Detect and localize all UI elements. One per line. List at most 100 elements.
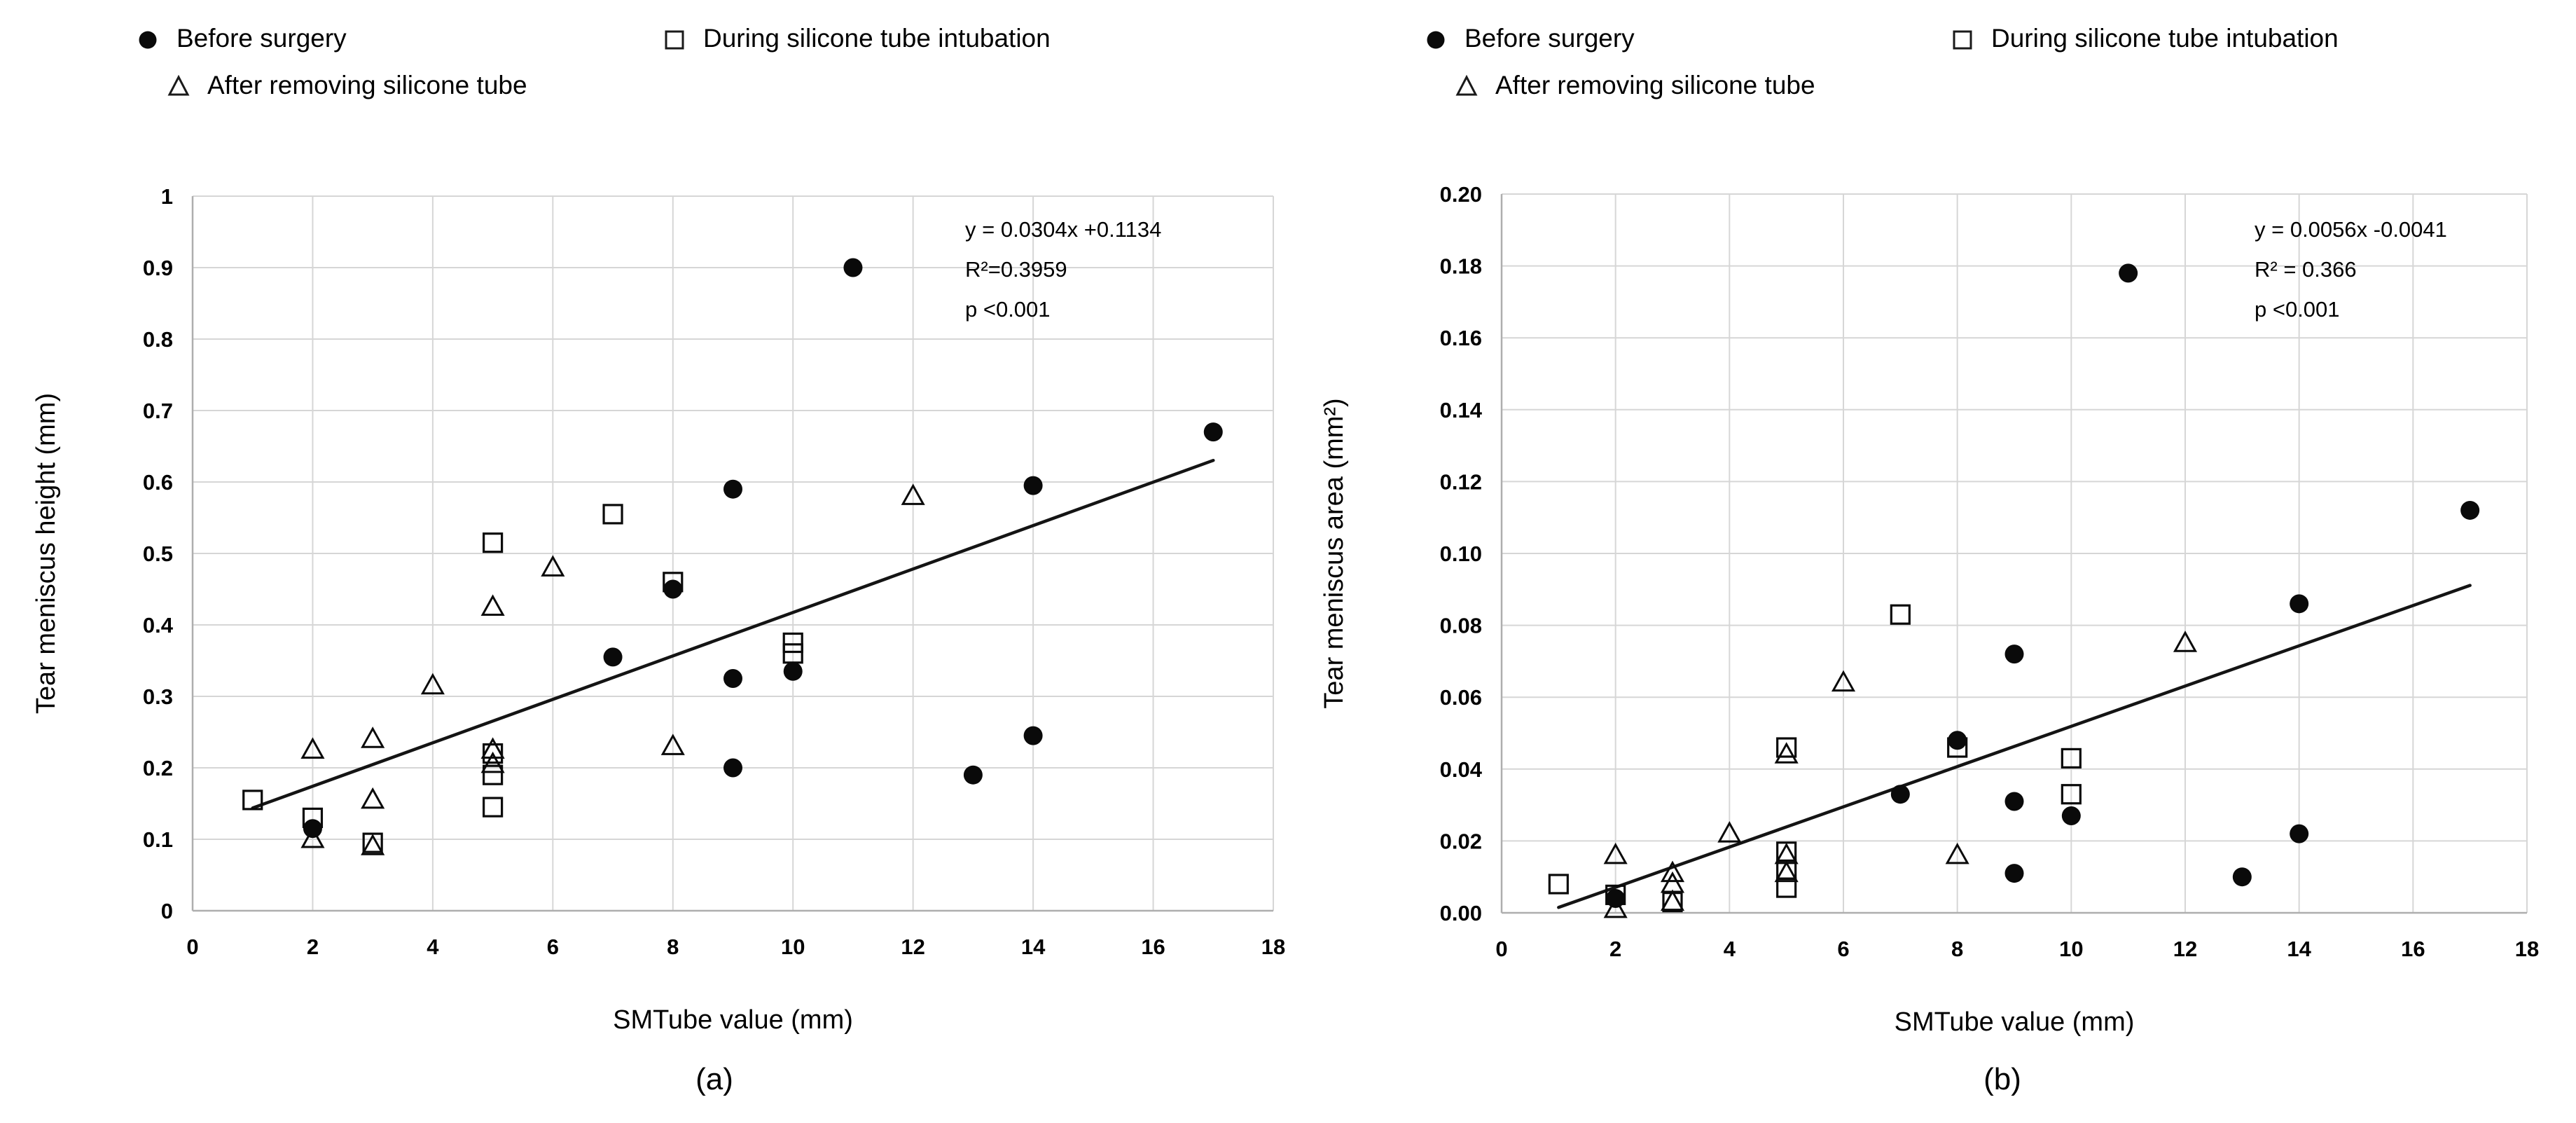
y-tick-label: 0.00: [1440, 901, 1482, 925]
data-point-during-silicone-tube-intubation: [1776, 737, 1797, 758]
data-point-during-silicone-tube-intubation: [483, 532, 504, 553]
data-point-before-surgery: [963, 765, 983, 785]
data-point-after-removing-silicone-tube: [1660, 860, 1685, 883]
open-square-marker-icon: [661, 25, 688, 52]
x-tick-label: 6: [547, 935, 559, 959]
data-point-after-removing-silicone-tube: [300, 826, 325, 848]
data-point-after-removing-silicone-tube: [361, 726, 385, 748]
regression-annotation-line: p <0.001: [965, 297, 1051, 322]
data-point-after-removing-silicone-tube: [1774, 860, 1799, 883]
y-tick-label: 0.2: [143, 756, 173, 780]
y-tick-label: 0.1: [143, 827, 173, 852]
y-tick-label: 0.14: [1440, 398, 1483, 422]
x-tick-label: 12: [2173, 937, 2197, 961]
data-point-during-silicone-tube-intubation: [602, 504, 623, 525]
regression-annotation-line: R²=0.3959: [965, 257, 1067, 282]
y-tick-label: 0.16: [1440, 326, 1482, 350]
data-point-before-surgery: [843, 258, 863, 277]
data-point-before-surgery: [723, 758, 742, 778]
filled-circle-marker-icon: [134, 25, 161, 52]
data-point-after-removing-silicone-tube: [1945, 842, 1969, 864]
data-point-after-removing-silicone-tube: [1717, 821, 1742, 843]
data-point-before-surgery: [2004, 645, 2024, 664]
regression-annotation-line: y = 0.0304x +0.1134: [965, 217, 1161, 242]
trendline: [1557, 584, 2472, 909]
y-tick-label: 0.08: [1440, 614, 1482, 638]
legend-a: Before surgery During silicone tube intu…: [134, 24, 1051, 100]
scatter-plot-a: 0 2 4 6 8 10 12 14 16 18 0 0.1 0.2 0.3 0.4 0.5 0.6 0.7 0.8…: [32, 184, 1285, 1035]
data-point-during-silicone-tube-intubation: [2061, 747, 2082, 769]
data-point-during-silicone-tube-intubation: [483, 743, 504, 764]
y-tick-label: 0.4: [143, 613, 174, 638]
data-point-during-silicone-tube-intubation: [2061, 784, 2082, 805]
data-point-after-removing-silicone-tube: [420, 673, 445, 695]
legend-item-during-intubation: During silicone tube intubation: [1949, 24, 2339, 54]
data-point-before-surgery: [1203, 422, 1223, 442]
data-point-after-removing-silicone-tube: [1831, 670, 1856, 692]
open-triangle-marker-icon: [1453, 72, 1480, 99]
y-tick-label: 0: [161, 899, 173, 923]
data-point-after-removing-silicone-tube: [480, 594, 505, 616]
data-point-during-silicone-tube-intubation: [1548, 874, 1569, 895]
x-tick-label: 4: [427, 935, 439, 959]
legend-row: Before surgery During silicone tube intu…: [1422, 24, 2339, 54]
y-tick-label: 0.20: [1440, 182, 1482, 207]
legend-label: Before surgery: [176, 24, 347, 53]
data-point-before-surgery: [723, 479, 742, 499]
data-point-after-removing-silicone-tube: [480, 751, 505, 773]
x-tick-label: 4: [1724, 937, 1736, 961]
data-point-after-removing-silicone-tube: [901, 483, 925, 505]
data-point-during-silicone-tube-intubation: [1890, 604, 1911, 625]
x-tick-label: 14: [2287, 937, 2311, 961]
data-point-before-surgery: [2290, 824, 2309, 843]
data-point-before-surgery: [2290, 594, 2309, 614]
data-point-during-silicone-tube-intubation: [483, 797, 504, 818]
data-point-after-removing-silicone-tube: [361, 787, 385, 809]
y-tick-label: 1: [161, 184, 173, 209]
data-point-before-surgery: [2004, 864, 2024, 883]
legend-label: After removing silicone tube: [1495, 70, 1815, 99]
legend-item-during-intubation: During silicone tube intubation: [661, 24, 1051, 54]
data-point-before-surgery: [1023, 726, 1043, 745]
y-tick-label: 0.18: [1440, 254, 1482, 279]
y-axis-title: Tear meniscus area (mm²): [1320, 398, 1349, 708]
legend-label: After removing silicone tube: [207, 70, 527, 99]
legend-label: During silicone tube intubation: [703, 24, 1051, 53]
regression-annotation-line: R² = 0.366: [2255, 257, 2357, 282]
data-point-before-surgery: [1948, 731, 1967, 750]
data-point-before-surgery: [723, 669, 742, 688]
x-tick-label: 18: [2515, 937, 2539, 961]
data-point-before-surgery: [2460, 500, 2480, 520]
data-point-during-silicone-tube-intubation: [782, 632, 803, 654]
x-tick-label: 8: [1951, 937, 1963, 961]
data-point-after-removing-silicone-tube: [480, 737, 505, 759]
data-point-before-surgery: [2061, 806, 2081, 825]
x-tick-label: 6: [1837, 937, 1849, 961]
legend-item-before-surgery: Before surgery: [1422, 24, 1949, 54]
y-tick-label: 0.3: [143, 684, 173, 709]
data-point-before-surgery: [2232, 867, 2252, 887]
data-point-before-surgery: [1606, 888, 1626, 908]
data-point-after-removing-silicone-tube: [1603, 896, 1628, 918]
data-point-after-removing-silicone-tube: [541, 555, 565, 577]
y-axis-title: Tear meniscus height (mm): [32, 393, 61, 714]
data-point-after-removing-silicone-tube: [1660, 889, 1685, 911]
panel-caption: (a): [695, 1062, 733, 1096]
legend-b: Before surgery During silicone tube intu…: [1422, 24, 2339, 100]
x-tick-label: 2: [1609, 937, 1621, 961]
y-tick-label: 0.9: [143, 256, 173, 280]
data-point-after-removing-silicone-tube: [2173, 631, 2198, 652]
data-point-during-silicone-tube-intubation: [1776, 877, 1797, 898]
regression-annotation-line: p <0.001: [2255, 297, 2340, 322]
panel-b: 0 2 4 6 8 10 12 14 16 18 0.00 0.02 0.04 0.06 0.08 0.10 0…: [1288, 0, 2576, 1123]
data-point-before-surgery: [603, 647, 623, 667]
data-point-after-removing-silicone-tube: [361, 834, 385, 855]
y-tick-label: 0.8: [143, 327, 173, 352]
data-point-during-silicone-tube-intubation: [242, 790, 263, 811]
open-square-marker-icon: [1949, 25, 1976, 52]
x-tick-label: 10: [2059, 937, 2083, 961]
legend-row: Before surgery During silicone tube intu…: [134, 24, 1051, 54]
data-point-after-removing-silicone-tube: [300, 737, 325, 759]
data-point-before-surgery: [783, 661, 803, 681]
